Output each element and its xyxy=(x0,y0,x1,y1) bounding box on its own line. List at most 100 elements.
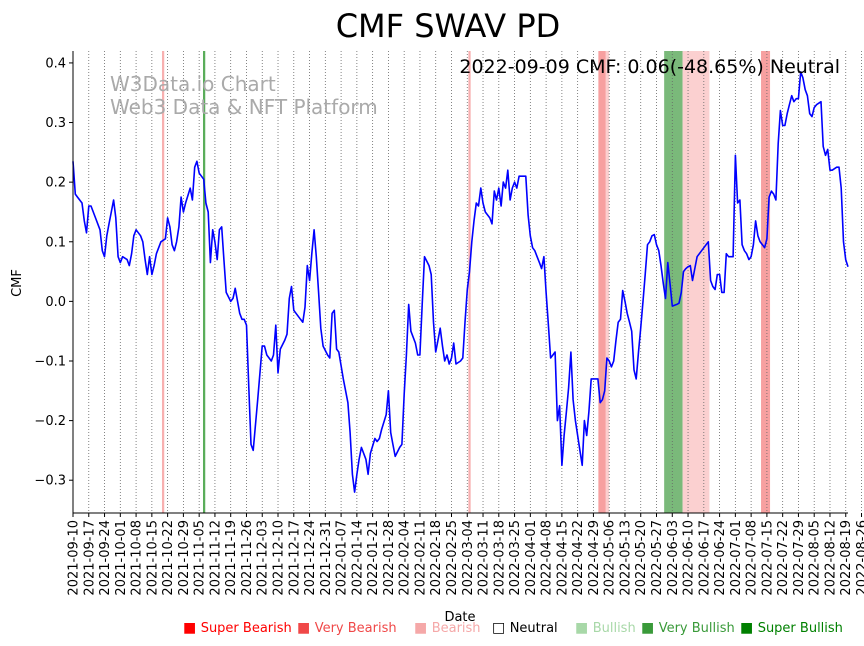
legend-label: Very Bullish xyxy=(658,621,735,636)
x-tick-label: 2021-09-17 xyxy=(82,520,97,596)
legend-label: Neutral xyxy=(509,621,558,636)
x-tick-label: 2022-04-01 xyxy=(524,520,539,596)
x-tick-label: 2021-10-08 xyxy=(130,520,145,596)
x-tick-label: 2022-04-22 xyxy=(571,520,586,596)
legend-item-bullish: ■ Bullish xyxy=(575,620,636,636)
x-tick-label: 2022-08-05 xyxy=(808,520,823,596)
x-tick-label: 2021-12-17 xyxy=(287,520,302,596)
band-very-bullish xyxy=(664,51,683,513)
x-tick-label: 2022-07-22 xyxy=(776,520,791,596)
y-tick-label: 0.4 xyxy=(45,56,66,71)
x-tick-label: 2022-08-26 xyxy=(855,520,864,596)
x-tick-label: 2021-10-29 xyxy=(177,520,192,596)
x-tick-label: 2021-11-12 xyxy=(208,520,223,596)
band-bearish xyxy=(605,51,610,513)
x-tick-label: 2022-06-03 xyxy=(666,520,681,596)
latest-value-annotation: 2022-09-09 CMF: 0.06(-48.65%) Neutral xyxy=(459,56,840,78)
y-tick-label: 0.2 xyxy=(45,176,66,191)
legend-label: Bearish xyxy=(431,621,481,636)
x-tick-label: 2022-08-19 xyxy=(839,520,854,596)
x-tick-label: 2021-09-24 xyxy=(98,520,113,596)
x-tick-label: 2022-04-29 xyxy=(587,520,602,596)
x-tick-label: 2021-12-03 xyxy=(256,520,271,596)
x-tick-label: 2022-01-28 xyxy=(382,520,397,596)
x-tick-label: 2021-09-10 xyxy=(67,520,82,596)
watermark-line-2: Web3 Data & NFT Platform xyxy=(110,95,378,119)
legend-item-super-bearish: ■ Super Bearish xyxy=(183,620,292,636)
x-tick-label: 2022-01-21 xyxy=(366,520,381,596)
series-line-cmf xyxy=(72,71,849,493)
legend-swatch: ■ xyxy=(575,620,593,636)
band-bearish xyxy=(682,51,710,513)
x-tick-label: 2022-03-18 xyxy=(492,520,507,596)
legend-swatch: ■ xyxy=(414,620,432,636)
x-tick-label: 2022-01-14 xyxy=(350,520,365,596)
legend-label: Super Bullish xyxy=(757,621,843,636)
x-tick-label: 2022-02-18 xyxy=(429,520,444,596)
legend-swatch: ■ xyxy=(297,620,315,636)
x-tick-label: 2022-02-11 xyxy=(413,520,428,596)
x-axis-label: Date xyxy=(444,610,475,625)
x-tick-label: 2022-07-15 xyxy=(760,520,775,596)
x-tick-label: 2022-07-29 xyxy=(792,520,807,596)
x-tick-label: 2022-05-06 xyxy=(603,520,618,596)
watermark-line-1: W3Data.io Chart xyxy=(110,72,276,96)
legend-swatch: ■ xyxy=(183,620,201,636)
legend-label: Very Bearish xyxy=(314,621,397,636)
x-tick-label: 2022-03-04 xyxy=(461,520,476,596)
x-tick-label: 2022-05-27 xyxy=(650,520,665,596)
x-tick-label: 2022-07-08 xyxy=(745,520,760,596)
x-tick-label: 2022-06-10 xyxy=(682,520,697,596)
legend-swatch: ■ xyxy=(740,620,758,636)
x-tick-label: 2022-03-25 xyxy=(508,520,523,596)
x-tick-label: 2021-11-19 xyxy=(224,520,239,596)
x-tick-label: 2022-06-24 xyxy=(713,520,728,596)
y-tick-label: 0.3 xyxy=(45,116,66,131)
x-tick-label: 2021-11-05 xyxy=(193,520,208,596)
y-tick-label: 0.0 xyxy=(45,295,66,310)
x-tick-label: 2021-10-22 xyxy=(161,520,176,596)
band-very-bearish xyxy=(761,51,771,513)
x-axis-ticks: 2021-09-10 2021-09-17 2021-09-24 2021-10-01… xyxy=(67,513,864,596)
x-gridlines xyxy=(72,51,862,513)
x-tick-label: 2021-12-10 xyxy=(272,520,287,596)
legend-item-neutral: □ Neutral xyxy=(492,620,558,636)
axes xyxy=(72,51,848,514)
x-tick-label: 2022-05-13 xyxy=(618,520,633,596)
x-tick-label: 2021-12-31 xyxy=(319,520,334,596)
x-tick-label: 2022-08-12 xyxy=(823,520,838,596)
y-axis-label: CMF xyxy=(10,269,25,297)
x-tick-label: 2022-07-01 xyxy=(729,520,744,596)
legend-label: Bullish xyxy=(592,621,636,636)
legend-item-very-bearish: ■ Very Bearish xyxy=(297,620,397,636)
watermark: W3Data.io Chart Web3 Data & NFT Platform xyxy=(110,72,378,119)
y-tick-label: −0.1 xyxy=(34,354,66,369)
legend-item-super-bullish: ■ Super Bullish xyxy=(740,620,843,636)
cmf-series xyxy=(72,71,849,493)
y-tick-label: −0.2 xyxy=(34,414,66,429)
legend-label: Super Bearish xyxy=(200,621,292,636)
x-tick-label: 2021-12-24 xyxy=(303,520,318,596)
legend-item-very-bullish: ■ Very Bullish xyxy=(641,620,735,636)
signal-bands xyxy=(161,51,771,513)
chart-title: CMF SWAV PD xyxy=(336,7,561,45)
y-tick-label: −0.3 xyxy=(34,474,66,489)
x-tick-label: 2022-01-07 xyxy=(335,520,350,596)
y-tick-label: 0.1 xyxy=(45,235,66,250)
x-tick-label: 2022-04-15 xyxy=(555,520,570,596)
x-tick-label: 2022-04-08 xyxy=(540,520,555,596)
band-bearish xyxy=(468,51,471,513)
x-tick-label: 2022-06-17 xyxy=(697,520,712,596)
y-axis-ticks: 0.4 0.3 0.2 0.1 0.0 −0.1 −0.2 −0.3 xyxy=(34,56,73,489)
x-tick-label: 2022-05-20 xyxy=(634,520,649,596)
x-tick-label: 2021-10-01 xyxy=(114,520,129,596)
band-very-bearish xyxy=(598,51,606,513)
x-tick-label: 2021-11-26 xyxy=(240,520,255,596)
band-bearish xyxy=(161,51,165,513)
legend-swatch: □ xyxy=(492,620,510,636)
x-tick-label: 2022-02-25 xyxy=(445,520,460,596)
band-very-bullish xyxy=(202,51,206,513)
legend-swatch: ■ xyxy=(641,620,659,636)
x-tick-label: 2021-10-15 xyxy=(145,520,160,596)
